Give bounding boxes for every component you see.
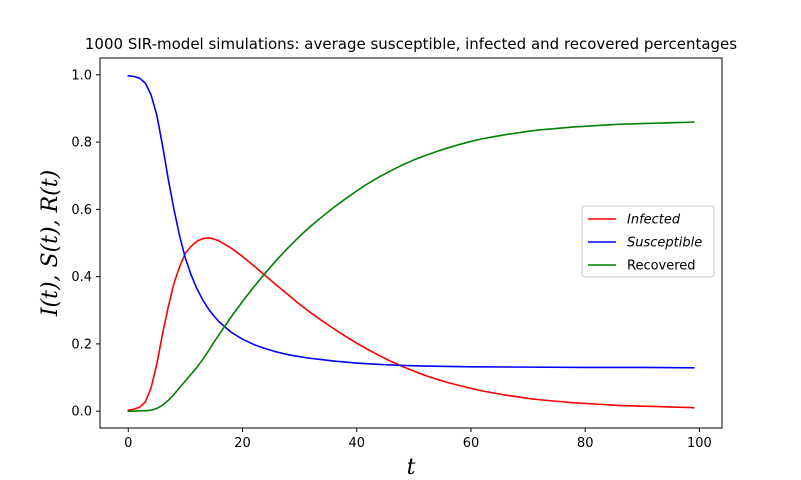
plot-frame [99, 57, 723, 429]
y-tick-label: 0.2 [71, 337, 92, 352]
x-axis-label: t [407, 455, 416, 480]
y-tick-label: 0.8 [71, 136, 92, 151]
x-tick-label: 0 [124, 436, 132, 451]
y-axis-label: I(t), S(t), R(t) [38, 170, 63, 317]
legend-box [581, 205, 715, 278]
chart-title: 1000 SIR-model simulations: average susc… [85, 35, 737, 53]
y-axis: 0.0 0.2 0.4 0.6 0.8 1.0 [71, 68, 100, 420]
legend-label-susceptible: Susceptible [627, 236, 702, 251]
x-tick-label: 20 [234, 436, 251, 451]
series-line-infected [127, 237, 695, 412]
x-tick-label: 100 [687, 436, 712, 451]
plot-series [127, 74, 695, 412]
x-axis: 0 20 40 60 80 100 [124, 428, 712, 451]
x-tick-label: 80 [577, 436, 594, 451]
y-tick-label: 0.6 [71, 203, 92, 218]
series-line-susceptible [127, 74, 695, 369]
x-tick-label: 40 [348, 436, 365, 451]
legend-label-recovered: Recovered [627, 259, 696, 274]
series-line-recovered [127, 121, 695, 412]
x-tick-label: 60 [463, 436, 480, 451]
legend: Infected Susceptible Recovered [581, 205, 715, 278]
legend-label-infected: Infected [627, 213, 681, 228]
y-tick-label: 0.0 [71, 405, 92, 420]
y-tick-label: 0.4 [71, 270, 92, 285]
y-tick-label: 1.0 [71, 68, 92, 83]
